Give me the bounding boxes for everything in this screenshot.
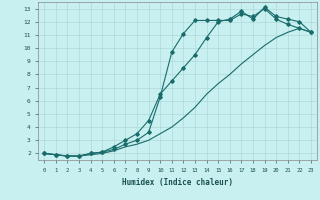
X-axis label: Humidex (Indice chaleur): Humidex (Indice chaleur): [122, 178, 233, 187]
